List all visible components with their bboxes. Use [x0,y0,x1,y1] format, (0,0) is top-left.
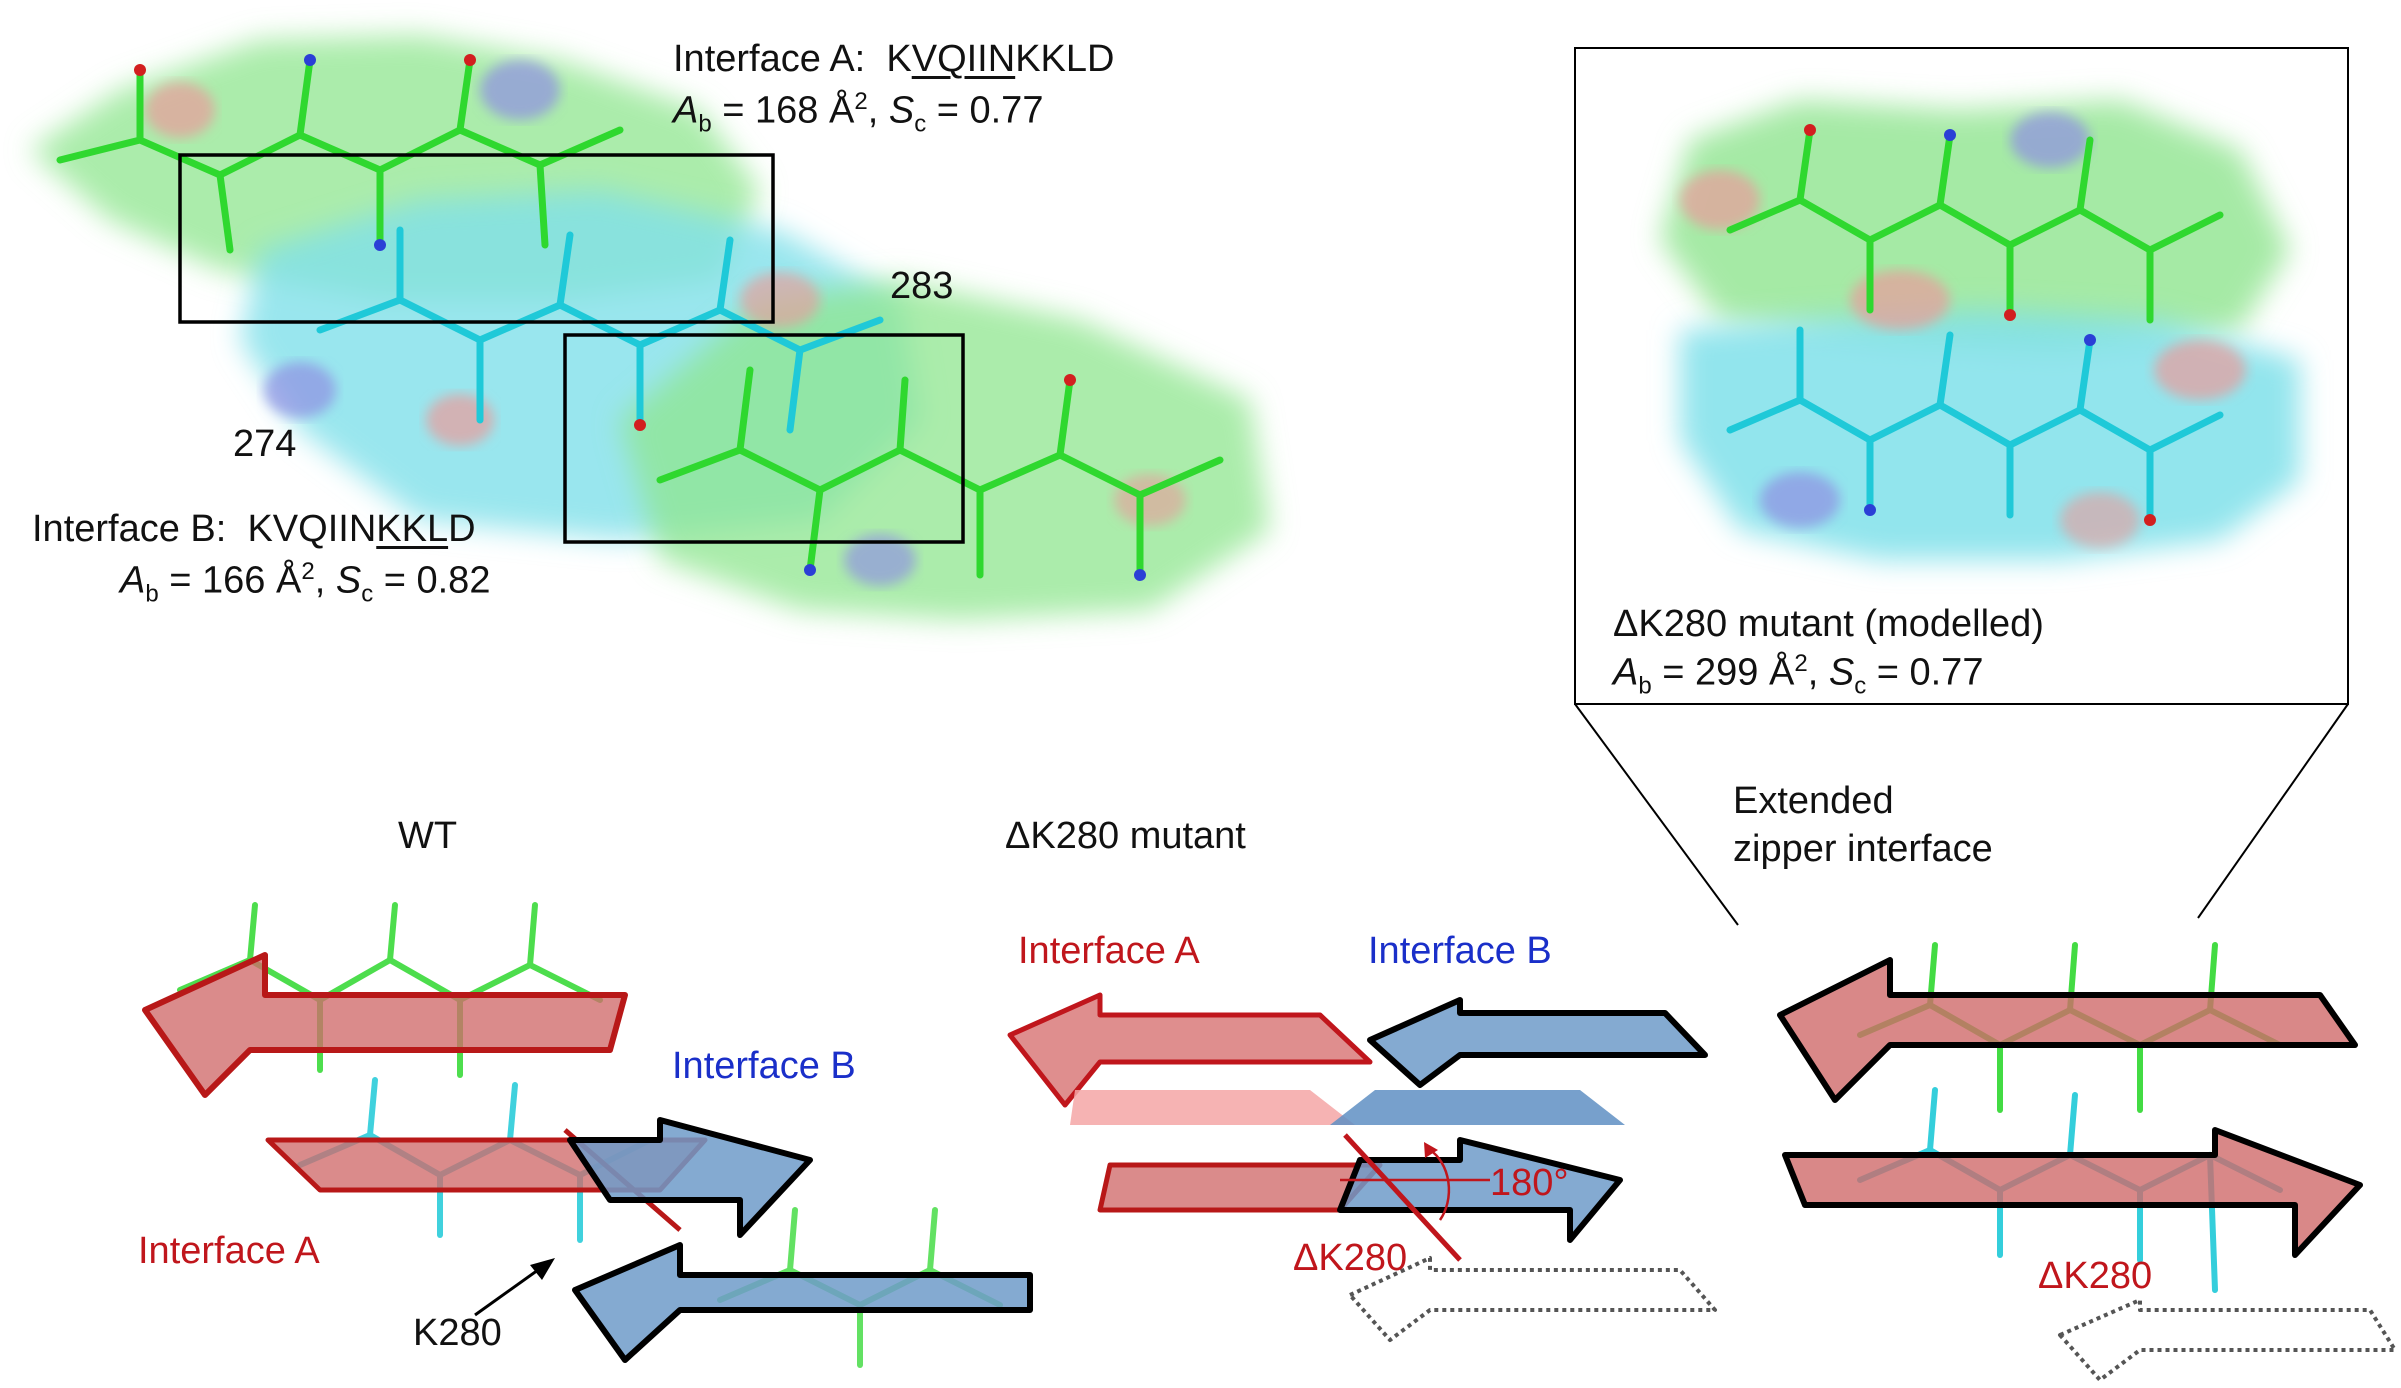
interface-b-box [563,333,965,544]
inset-ab-sub: b [1638,672,1652,700]
interface-a-sequence-label: Interface A: KVQIINKKLD [673,38,1114,81]
interface-a-sc-symbol: S [888,89,915,132]
wt-interface-b-label: Interface B [672,1045,856,1087]
interface-a-box [178,153,775,324]
interface-b-sc-symbol: S [335,559,362,602]
residue-274-label: 274 [233,423,297,465]
residue-283-label: 283 [890,265,954,307]
interface-b-sc-sep: , [314,559,336,602]
mutant-dk280-label: ΔK280 [1293,1237,1408,1279]
interface-b-sc-sub: c [361,580,374,608]
mutant-title: ΔK280 mutant [1005,815,1246,857]
interface-a-ab-symbol: A [673,89,699,132]
inset-title: ΔK280 mutant (modelled) [1613,603,2044,645]
interface-a-ab-sub: b [698,110,712,138]
interface-b-sequence-label: Interface B: KVQIINKKLD [32,508,476,551]
interface-a-seq-underlined: VQIIN [911,38,1016,80]
inset-sc-sub: c [1854,672,1867,700]
wt-interface-a-label: Interface A [138,1230,320,1272]
wt-title: WT [398,815,458,857]
inset-sc-symbol: S [1828,651,1855,694]
interface-a-seq-pre: K [886,38,912,80]
extended-dk280-label: ΔK280 [2038,1255,2153,1297]
interface-b-metrics: Ab = 166 Å2, Sc = 0.82 [120,558,490,608]
extended-title-line1: Extended [1733,780,1894,822]
interface-b-ab-symbol: A [120,559,146,602]
inset-frame [1574,47,2349,705]
inset-ab-sup: 2 [1794,650,1808,677]
interface-b-sc-value: = 0.82 [373,559,491,602]
wt-k280-label: K280 [413,1312,502,1354]
interface-b-seq-pre: KVQIIN [247,508,377,550]
inset-connector-right [2197,703,2349,919]
interface-b-seq-underlined: KKL [376,508,449,550]
inset-sc-sep: , [1807,651,1829,694]
inset-ab-value: = 299 Å [1651,651,1795,694]
interface-b-seq-post: D [448,508,476,550]
interface-b-ab-sup: 2 [301,558,315,585]
mutant-interface-b-label: Interface B [1368,930,1552,972]
interface-a-ab-sup: 2 [854,88,868,115]
extended-title-line2: zipper interface [1733,828,1993,870]
interface-a-ab-value: = 168 Å [711,89,855,132]
interface-b-ab-value: = 166 Å [158,559,302,602]
interface-b-label: Interface B: [32,508,227,550]
inset-sc-value: = 0.77 [1866,651,1984,694]
inset-ab-symbol: A [1613,651,1639,694]
inset-connector-left [1574,703,1739,926]
interface-a-metrics: Ab = 168 Å2, Sc = 0.77 [673,88,1043,138]
extended-zipper-diagram [1777,942,2397,1382]
interface-b-ab-sub: b [145,580,159,608]
inset-molecular-surface [1660,100,2300,560]
mutant-rotation-label: 180° [1490,1162,1569,1204]
interface-a-sc-sub: c [914,110,927,138]
mutant-interface-a-label: Interface A [1018,930,1200,972]
mutant-diagram [1007,992,1717,1342]
interface-a-seq-post: KKLD [1015,38,1115,80]
interface-a-sc-value: = 0.77 [926,89,1044,132]
wt-diagram [142,902,1033,1368]
inset-metrics: Ab = 299 Å2, Sc = 0.77 [1613,650,1983,700]
interface-a-label: Interface A: [673,38,866,80]
top-molecular-surface [30,35,1270,620]
interface-a-sc-sep: , [867,89,889,132]
